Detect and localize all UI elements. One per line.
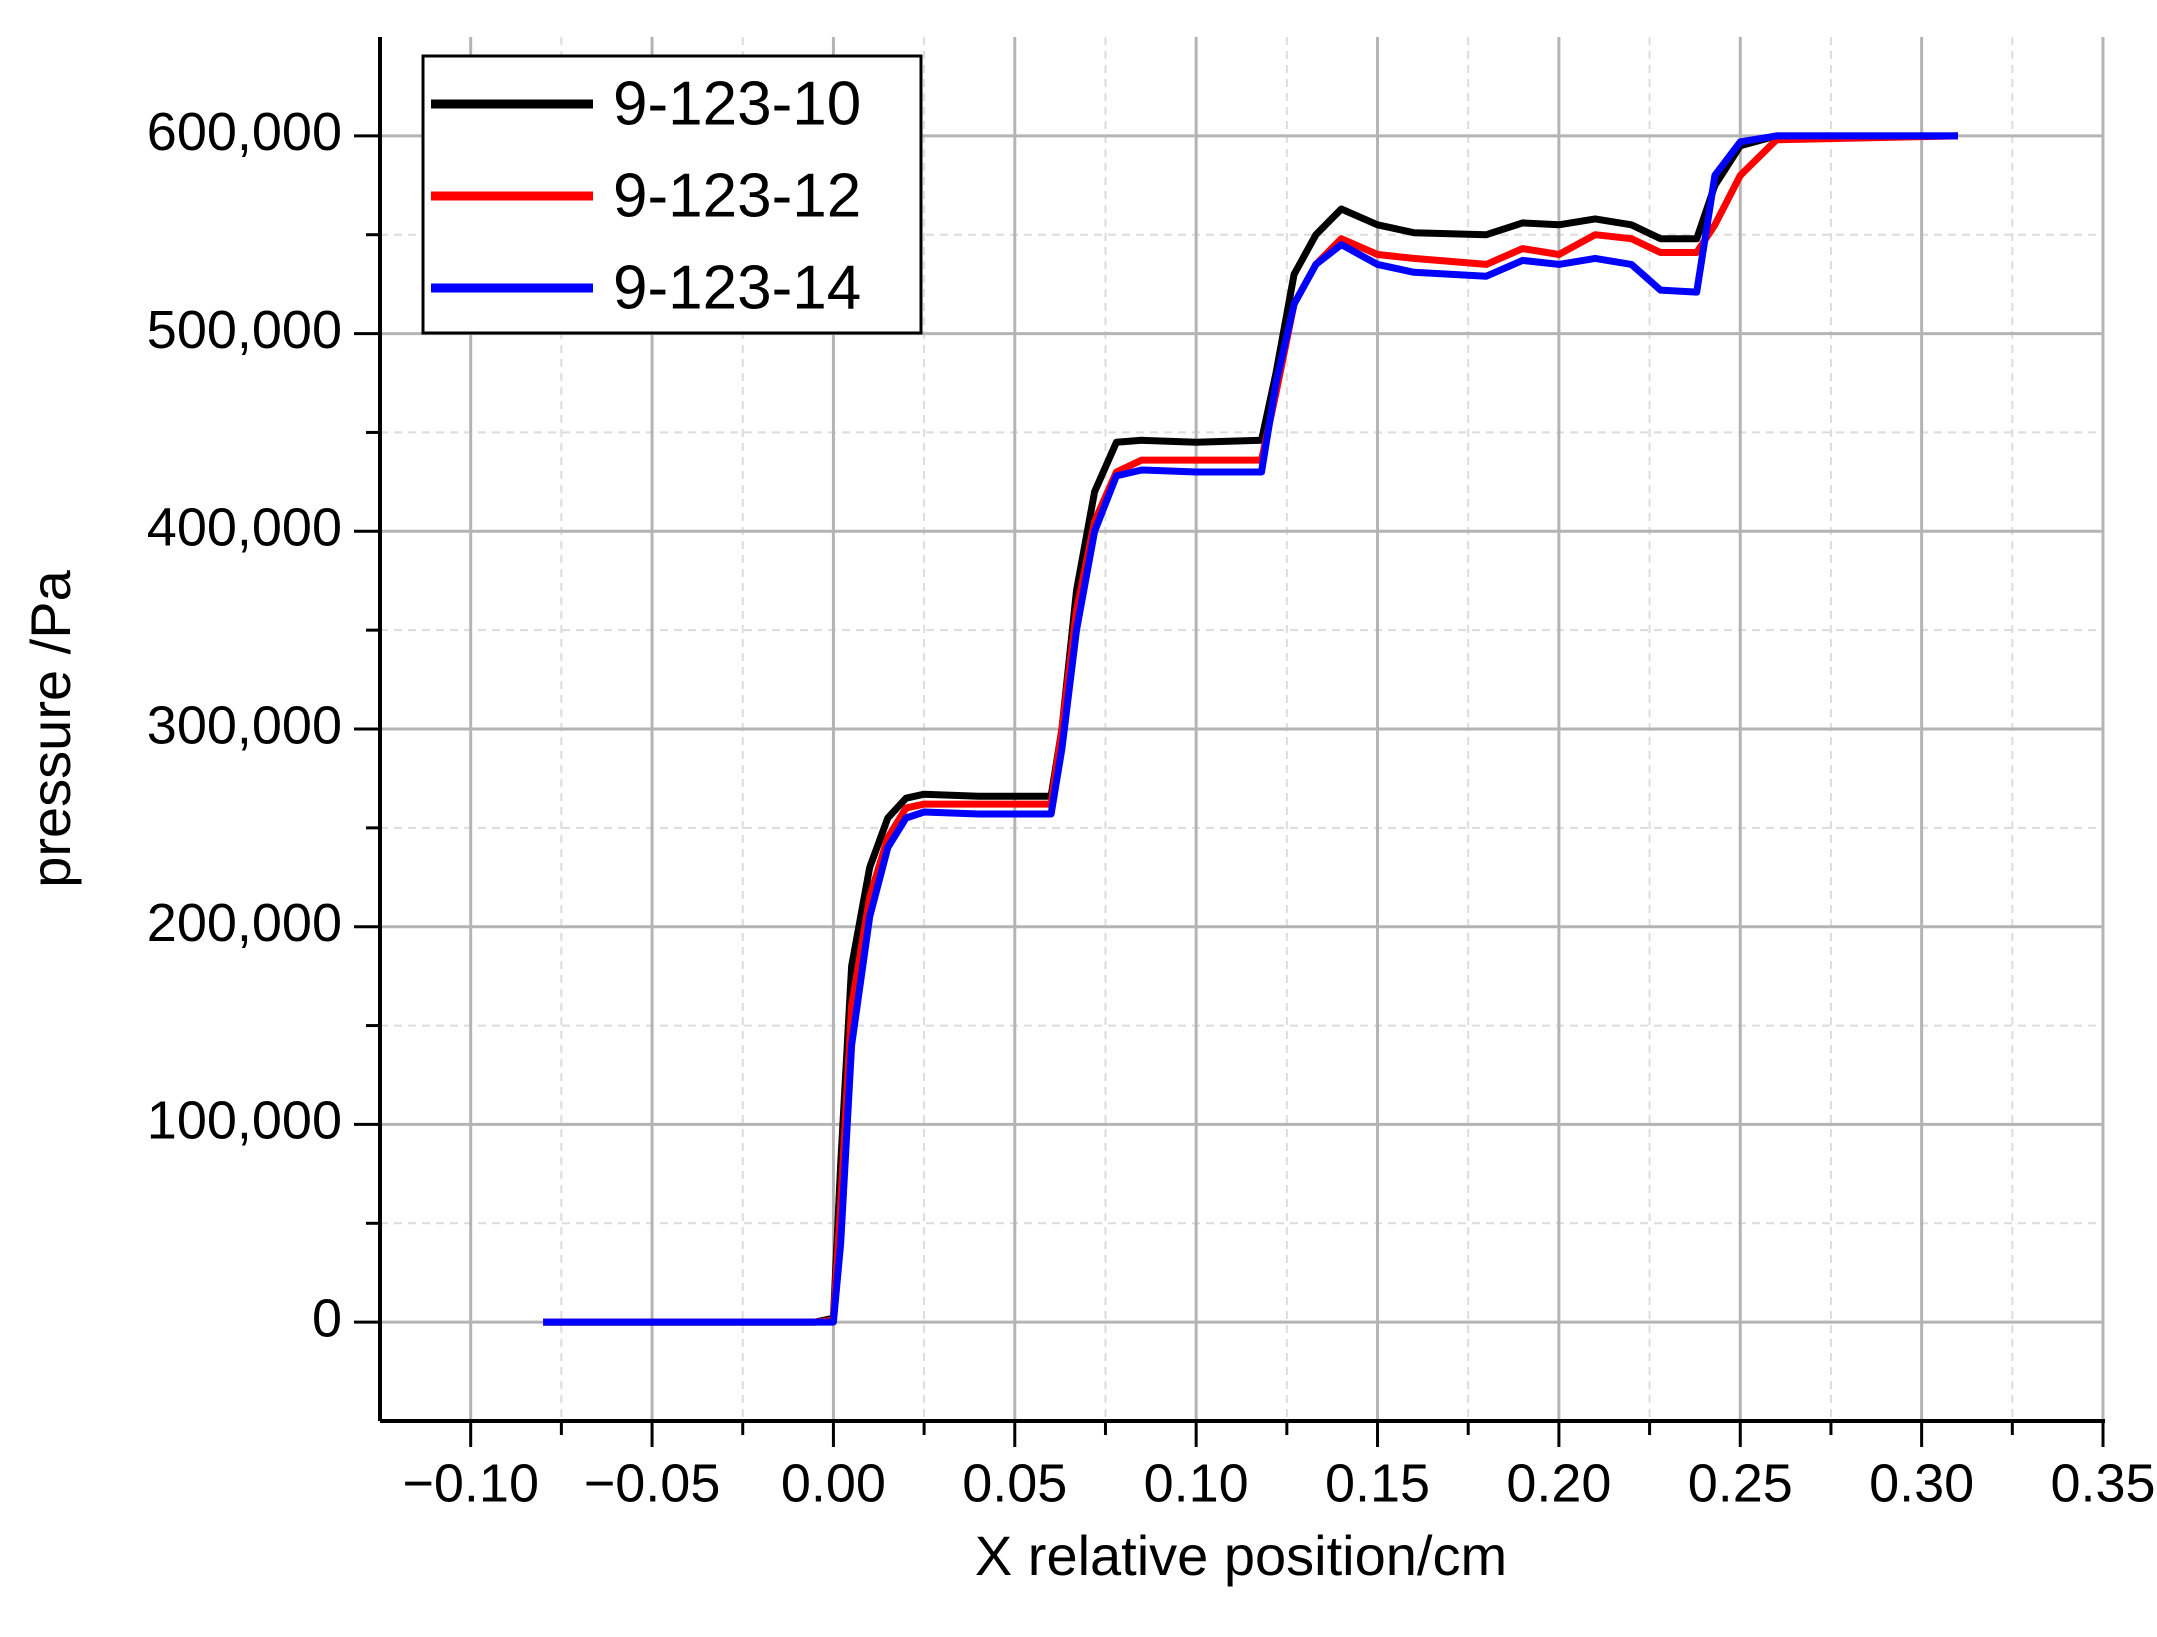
x-tick-label: 0.30 [1869, 1453, 1974, 1513]
y-axis-label: pressure /Pa [19, 569, 82, 887]
y-tick-label: 400,000 [147, 498, 342, 558]
legend-label: 9-123-12 [613, 161, 861, 230]
legend-label: 9-123-10 [613, 69, 861, 138]
x-tick-label: 0.25 [1688, 1453, 1793, 1513]
x-tick-label: −0.05 [584, 1453, 721, 1513]
x-tick-label: 0.20 [1506, 1453, 1611, 1513]
y-tick-label: 300,000 [147, 695, 342, 755]
x-tick-label: 0.05 [962, 1453, 1067, 1513]
x-tick-label: 0.00 [781, 1453, 886, 1513]
x-tick-label: 0.15 [1325, 1453, 1430, 1513]
y-tick-label: 100,000 [147, 1091, 342, 1151]
y-tick-label: 600,000 [147, 102, 342, 162]
y-tick-label: 200,000 [147, 893, 342, 953]
x-tick-label: −0.10 [402, 1453, 539, 1513]
y-tick-label: 0 [312, 1288, 342, 1348]
legend-label: 9-123-14 [613, 253, 861, 322]
y-tick-label: 500,000 [147, 300, 342, 360]
x-tick-label: 0.35 [2050, 1453, 2155, 1513]
x-axis-label: X relative position/cm [975, 1524, 1507, 1587]
x-tick-label: 0.10 [1144, 1453, 1249, 1513]
series-line [543, 132, 1958, 1326]
series-line [543, 132, 1958, 1326]
